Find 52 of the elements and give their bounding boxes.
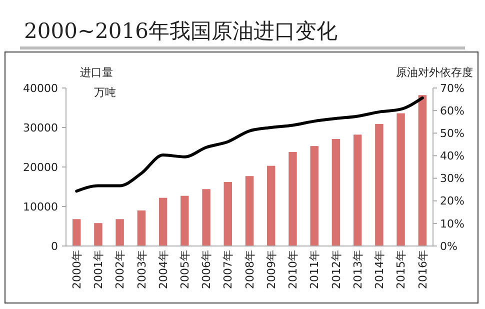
y2-tick-label: 30%: [440, 172, 464, 186]
y2-tick-label: 0%: [440, 240, 458, 253]
x-tick-label: 2000年: [70, 250, 84, 289]
x-tick-label: 2007年: [222, 250, 235, 289]
bar: [72, 219, 81, 246]
bar: [94, 223, 102, 246]
y-tick-label: 40000: [23, 82, 58, 95]
y2-tick-label: 70%: [440, 82, 464, 95]
x-tick-label: 2003年: [135, 250, 148, 289]
annotation: 万吨: [94, 86, 116, 99]
y-tick-label: 30000: [23, 121, 58, 134]
y2-tick-label: 40%: [440, 150, 464, 163]
x-tick-label: 2006年: [200, 250, 214, 289]
y-tick-label: 0: [51, 240, 58, 253]
x-tick-label: 2005年: [178, 250, 192, 289]
bar: [288, 152, 297, 246]
y2-tick-label: 10%: [440, 217, 464, 230]
bar: [396, 113, 405, 246]
bar: [245, 176, 254, 246]
x-tick-label: 2015年: [394, 250, 408, 289]
y-tick-label: 10000: [23, 200, 58, 214]
bar: [353, 134, 362, 246]
y2-tick-label: 20%: [440, 194, 464, 208]
bar: [332, 138, 340, 246]
chart-title: 2000~2016年我国原油进口变化: [24, 19, 338, 43]
y2-axis-title: 原油对外依存度: [396, 66, 473, 79]
bar: [202, 189, 210, 246]
x-tick-label: 2004年: [156, 250, 170, 289]
x-tick-label: 2014年: [373, 250, 386, 289]
bar: [224, 182, 232, 246]
x-tick-label: 2008年: [243, 250, 256, 289]
x-tick-label: 2010年: [286, 250, 300, 289]
y2-tick-label: 60%: [440, 104, 464, 118]
x-tick-label: 2012年: [330, 250, 343, 289]
x-tick-label: 2001年: [92, 250, 106, 289]
y2-tick-label: 50%: [440, 126, 464, 140]
bar: [267, 166, 276, 246]
x-tick-label: 2009年: [264, 250, 278, 289]
y-axis-title: 进口量: [80, 66, 113, 79]
bar: [137, 210, 146, 246]
line-series: [75, 96, 424, 193]
bar: [158, 198, 168, 246]
bar: [310, 146, 318, 246]
bar: [180, 196, 189, 246]
x-tick-label: 2011年: [308, 250, 322, 289]
bar: [418, 95, 427, 246]
bar: [116, 219, 124, 246]
bar: [375, 124, 384, 246]
x-tick-label: 2013年: [351, 250, 364, 289]
x-tick-label: 2002年: [114, 250, 127, 289]
x-tick-label: 2016年: [416, 250, 430, 289]
y-tick-label: 20000: [23, 160, 58, 174]
